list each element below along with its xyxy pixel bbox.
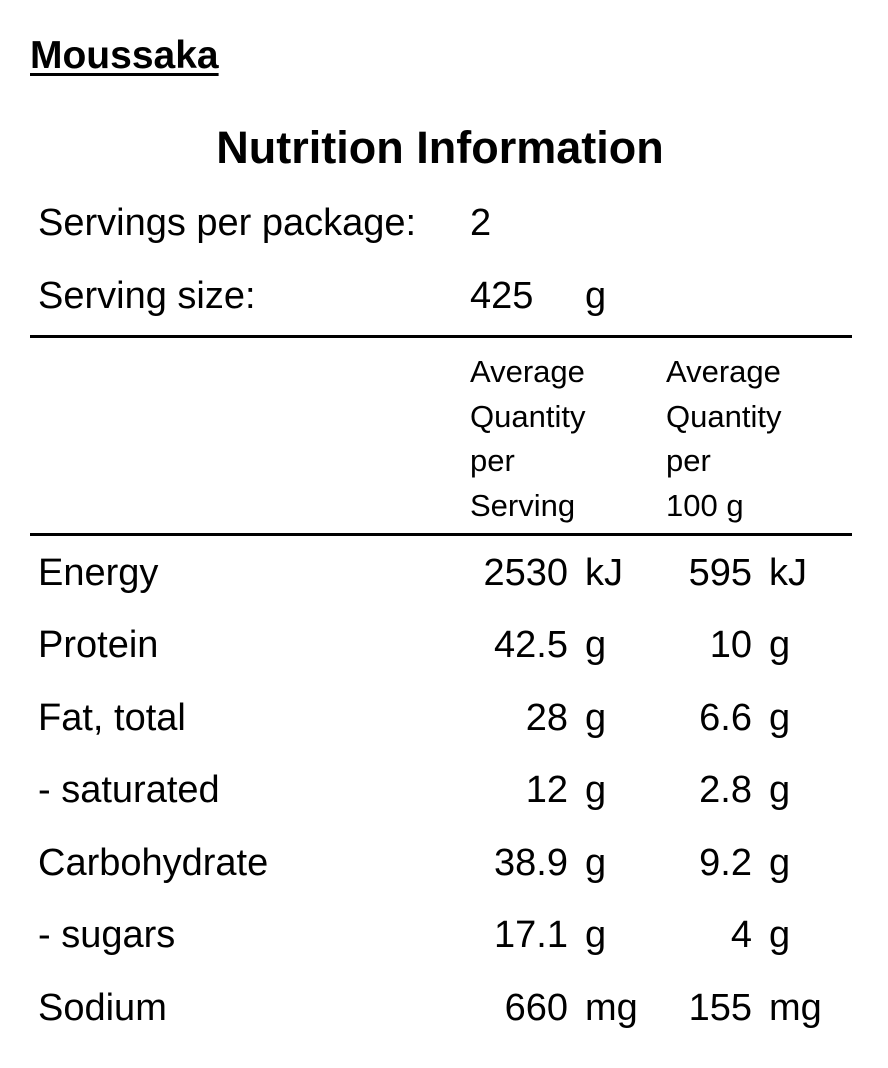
servings-per-package-value: 2 — [470, 202, 492, 244]
per-serving-value: 660 — [504, 987, 568, 1029]
per-serving-unit: g — [585, 914, 607, 956]
nutrient-row-sugars: - sugars 17.1 g 4 g — [0, 910, 888, 960]
per-100g-value: 9.2 — [699, 842, 752, 884]
per-serving-unit: g — [585, 697, 607, 739]
per-serving-value: 12 — [525, 769, 568, 811]
per-100g-unit: g — [769, 697, 791, 739]
column-header-line: per — [470, 443, 515, 478]
nutrient-row-protein: Protein 42.5 g 10 g — [0, 620, 888, 670]
column-header-line: 100 g — [666, 487, 744, 523]
per-serving-unit: g — [585, 842, 607, 884]
nutrient-name: - sugars — [38, 914, 176, 956]
per-100g-unit: g — [769, 842, 791, 884]
column-header-line: Average — [470, 354, 585, 389]
per-serving-unit: g — [585, 769, 607, 811]
per-100g-unit: kJ — [769, 552, 807, 594]
column-header-per-serving: Average Quantity per Serving — [470, 350, 585, 528]
nutrient-name: Protein — [38, 624, 159, 666]
nutrient-name: Fat, total — [38, 697, 186, 739]
column-header-line: Average — [666, 354, 781, 389]
nutrient-name: Energy — [38, 552, 159, 594]
per-serving-value: 42.5 — [494, 624, 568, 666]
table-divider — [30, 533, 852, 536]
per-serving-value: 2530 — [483, 552, 568, 594]
per-serving-unit: kJ — [585, 552, 623, 594]
nutrient-row-carbohydrate: Carbohydrate 38.9 g 9.2 g — [0, 838, 888, 888]
nutrient-row-energy: Energy 2530 kJ 595 kJ — [0, 548, 888, 598]
nutrient-row-sodium: Sodium 660 mg 155 mg — [0, 983, 888, 1033]
servings-per-package-label: Servings per package: — [38, 202, 417, 244]
per-serving-value: 38.9 — [494, 842, 568, 884]
per-100g-value: 10 — [709, 624, 752, 666]
per-100g-unit: mg — [769, 987, 822, 1029]
serving-size-unit: g — [585, 275, 607, 317]
per-100g-value: 595 — [688, 552, 752, 594]
column-header-line: Serving — [470, 487, 576, 523]
product-title: Moussaka — [30, 34, 219, 77]
per-100g-unit: g — [769, 914, 791, 956]
nutrient-row-fat-total: Fat, total 28 g 6.6 g — [0, 693, 888, 743]
nutrient-row-saturated: - saturated 12 g 2.8 g — [0, 765, 888, 815]
per-serving-value: 17.1 — [494, 914, 568, 956]
serving-size-value: 425 — [470, 275, 534, 317]
column-header-per-100g: Average Quantity per 100 g — [666, 350, 781, 528]
column-header-line: Quantity — [666, 398, 782, 434]
per-serving-unit: mg — [585, 987, 638, 1029]
nutrient-name: Carbohydrate — [38, 842, 269, 884]
column-header-line: per — [666, 443, 711, 478]
per-100g-unit: g — [769, 624, 791, 666]
per-100g-value: 6.6 — [699, 697, 752, 739]
nutrient-name: - saturated — [38, 769, 220, 811]
column-header-line: Quantity — [470, 398, 586, 434]
panel-title: Nutrition Information — [216, 122, 664, 173]
per-serving-value: 28 — [525, 697, 568, 739]
per-serving-unit: g — [585, 624, 607, 666]
per-100g-value: 4 — [730, 914, 752, 956]
header-divider — [30, 335, 852, 338]
per-100g-value: 2.8 — [699, 769, 752, 811]
per-100g-unit: g — [769, 769, 791, 811]
nutrient-name: Sodium — [38, 987, 167, 1029]
per-100g-value: 155 — [688, 987, 752, 1029]
serving-size-label: Serving size: — [38, 275, 256, 317]
